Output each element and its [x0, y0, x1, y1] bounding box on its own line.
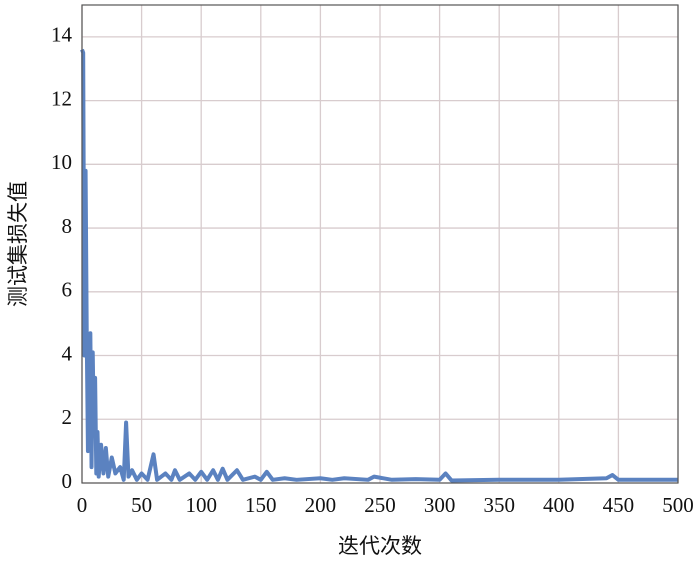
y-tick-label: 0 [62, 469, 73, 493]
y-tick-label: 14 [51, 23, 73, 47]
x-tick-label: 200 [305, 493, 337, 517]
y-tick-label: 8 [62, 214, 73, 238]
plot-frame [81, 4, 679, 484]
x-tick-label: 350 [483, 493, 515, 517]
x-tick-label: 300 [424, 493, 456, 517]
y-tick-label: 10 [51, 150, 72, 174]
x-tick-label: 0 [77, 493, 88, 517]
y-tick-label: 6 [62, 278, 73, 302]
y-tick-label: 4 [62, 341, 73, 365]
x-tick-label: 250 [364, 493, 396, 517]
x-tick-label: 450 [603, 493, 635, 517]
x-tick-label: 400 [543, 493, 575, 517]
x-tick-label: 100 [185, 493, 217, 517]
y-axis-label: 测试集损失值 [6, 181, 30, 307]
data-line [80, 48, 678, 483]
y-tick-label: 2 [62, 405, 73, 429]
x-tick-label: 150 [245, 493, 277, 517]
y-tick-label: 12 [51, 86, 72, 110]
x-tick-label: 500 [662, 493, 694, 517]
x-axis-label: 迭代次数 [338, 534, 422, 558]
x-tick-label: 50 [131, 493, 152, 517]
